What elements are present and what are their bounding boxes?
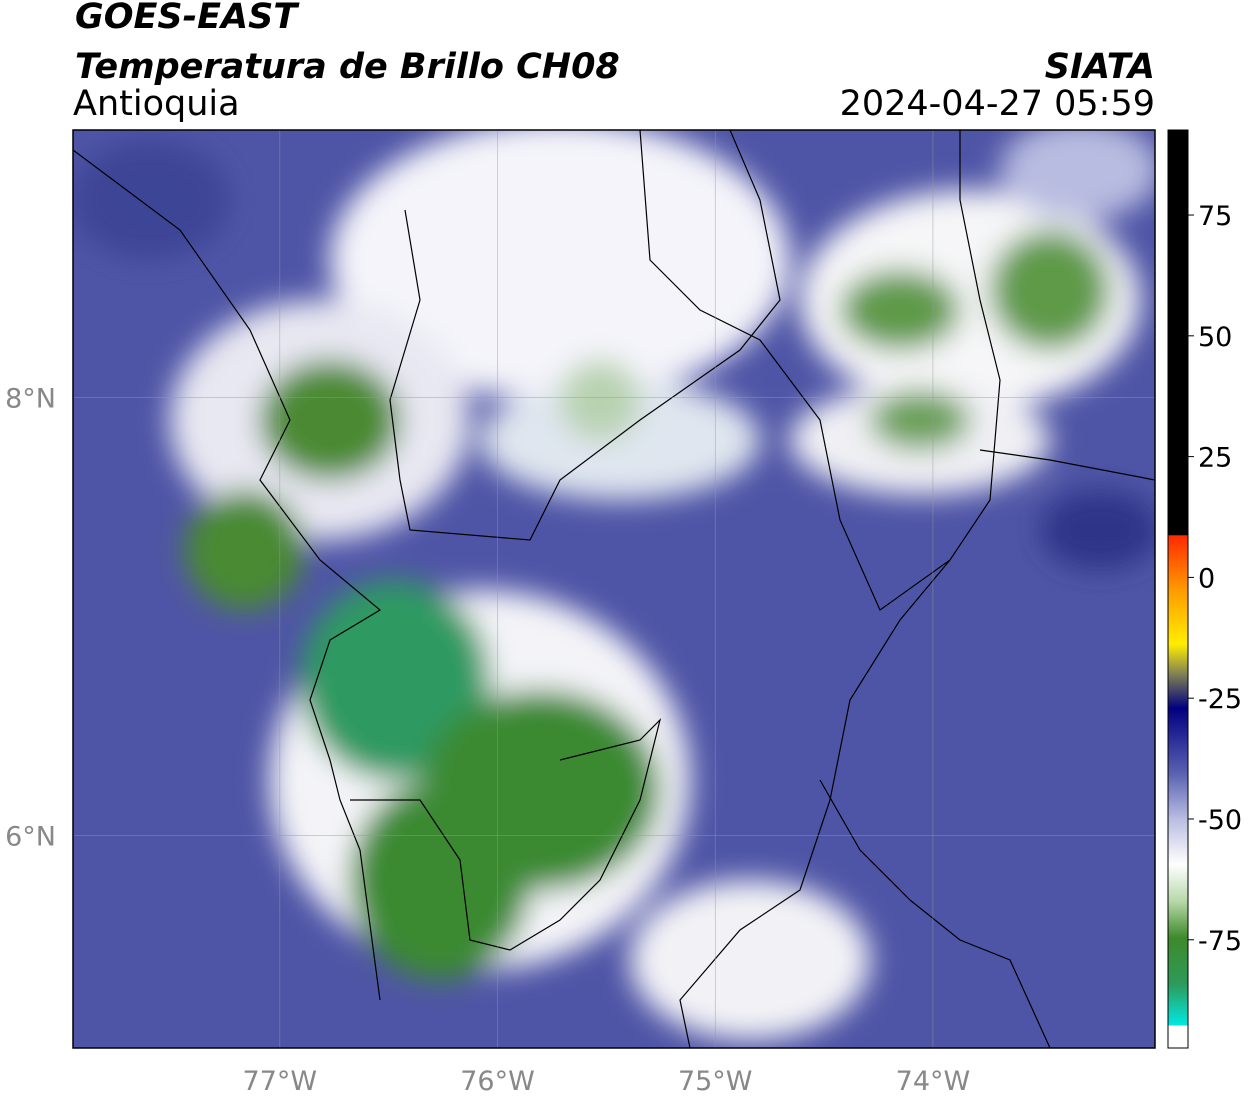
region: Antioquia [73, 84, 240, 124]
lon-tick-label: 74°W [896, 1066, 971, 1097]
datetime: 2024-04-27 05:59 [840, 84, 1155, 124]
colorbar-tick-label: -75 [1198, 926, 1242, 957]
lat-tick-label: 8°N [5, 383, 56, 414]
colorbar-tick-label: 25 [1198, 443, 1232, 474]
lat-tick-label: 6°N [5, 821, 56, 852]
satellite-image [73, 130, 1155, 1048]
map-frame [72, 129, 1156, 1049]
lon-tick-label: 76°W [460, 1066, 535, 1097]
colorbar-tick-label: -25 [1198, 684, 1242, 715]
colorbar [1167, 129, 1189, 1049]
title: GOES-EAST [75, 0, 300, 37]
colorbar-tick-label: 75 [1198, 201, 1232, 232]
subtitle: Temperatura de Brillo CH08 [75, 47, 620, 87]
source: SIATA [1045, 47, 1155, 87]
lon-tick-label: 77°W [243, 1066, 318, 1097]
lon-tick-label: 75°W [678, 1066, 753, 1097]
colorbar-tick-label: 0 [1198, 563, 1215, 594]
colorbar-tick-label: 50 [1198, 322, 1232, 353]
colorbar-tick-label: -50 [1198, 805, 1242, 836]
